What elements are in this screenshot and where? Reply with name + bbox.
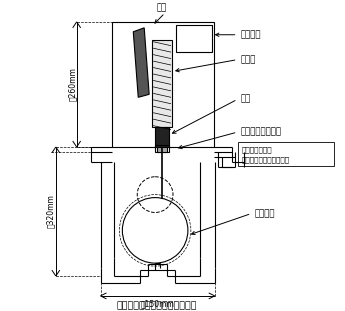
Bar (238, 142, 334, 166)
Text: ドレンレベルスイッチ　概略図: ドレンレベルスイッチ 概略図 (117, 301, 197, 310)
Bar (152, 40, 172, 127)
Text: ラビリンスリング: ラビリンスリング (240, 128, 282, 137)
Text: スイッチ: スイッチ (240, 30, 261, 39)
Text: 約260mm: 約260mm (68, 67, 77, 101)
Text: 鉄心筒: 鉄心筒 (240, 55, 256, 64)
Bar (176, 25, 212, 52)
Text: 高温蒸気の流入を防止）: 高温蒸気の流入を防止） (241, 156, 290, 163)
Text: 約150mm: 約150mm (140, 299, 174, 308)
Text: 約320mm: 約320mm (46, 195, 55, 229)
Bar (112, 22, 214, 147)
Text: （鉄心筒内への: （鉄心筒内への (241, 146, 272, 153)
Text: フロート: フロート (254, 209, 275, 218)
Bar (155, 127, 169, 147)
Bar (157, 147, 167, 152)
Bar (155, 145, 169, 152)
Polygon shape (133, 28, 149, 97)
Text: 鉄心: 鉄心 (240, 95, 251, 104)
Text: 磁石: 磁石 (157, 3, 167, 12)
